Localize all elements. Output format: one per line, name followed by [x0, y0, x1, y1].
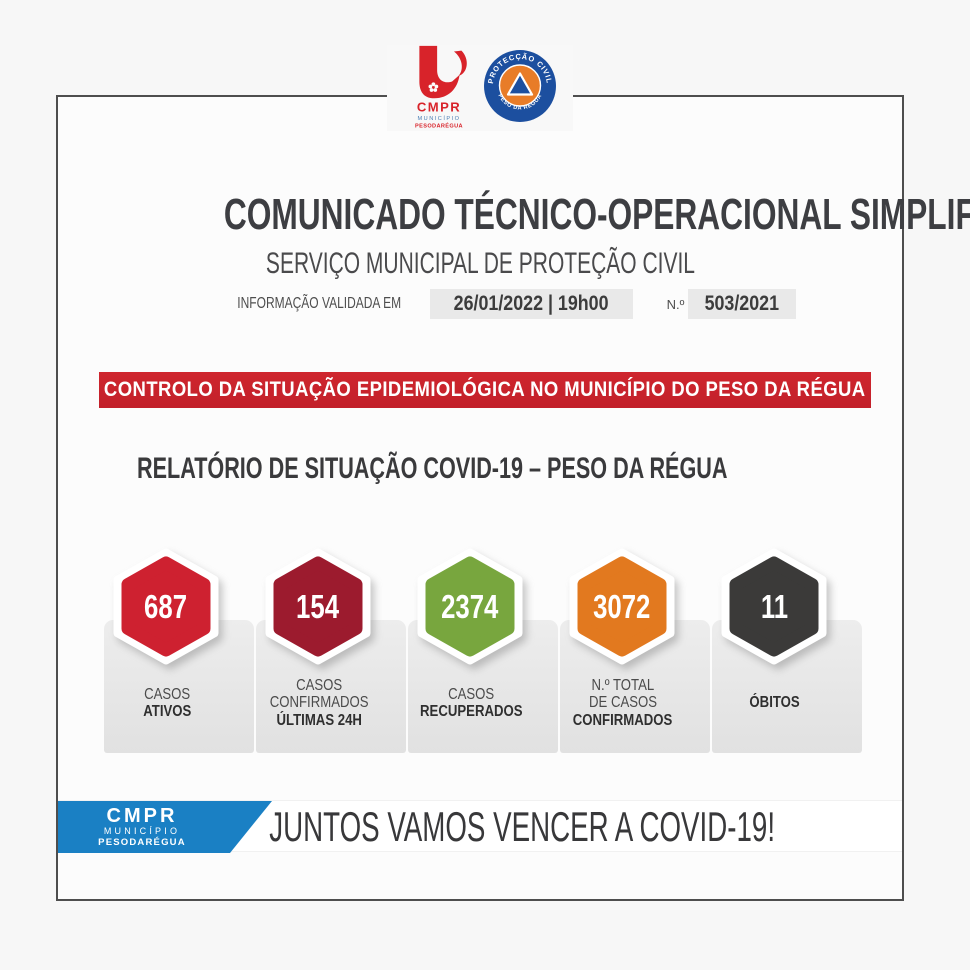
hexagon-badge: 154: [253, 545, 383, 669]
footer-slogan: JUNTOS VAMOS VENCER A COVID-19!: [269, 803, 775, 850]
report-card: CMPR MUNICÍPIO PESODARÉGUA PROTECÇÃO CIV…: [56, 45, 970, 901]
protecao-civil-badge-icon: PROTECÇÃO CIVIL PESO DA RÉGUA: [484, 50, 556, 122]
hexagon-badge: 11: [709, 545, 839, 669]
hexagon-badge: 687: [101, 545, 231, 669]
report-number-label: N.º: [666, 296, 685, 312]
validated-label: INFORMAÇÃO VALIDADA EM: [237, 295, 402, 312]
footer-ribbon: CMPR MUNICÍPIO PESODARÉGUA: [58, 801, 272, 853]
stat-card-recuperados: 2374 CASOS RECUPERADOS: [408, 548, 558, 753]
cmpr-municipality-logo-icon: CMPR MUNICÍPIO PESODARÉGUA: [415, 45, 467, 129]
stat-label: CASOS CONFIRMADOS ÚLTIMAS 24H: [269, 676, 369, 729]
triangle-icon: [506, 72, 534, 96]
stat-card-confirmados-24h: 154 CASOS CONFIRMADOS ÚLTIMAS 24H: [256, 548, 406, 753]
stat-card-casos-ativos: 687 CASOS ATIVOS: [104, 548, 254, 753]
footer-pesodaregua-label: PESODARÉGUA: [98, 837, 186, 848]
stat-value: 154: [296, 588, 340, 625]
flower-mark-icon: [428, 82, 439, 92]
stat-value: 3072: [593, 588, 651, 625]
hexagon-badge: 2374: [405, 545, 535, 669]
footer-banner: CMPR MUNICÍPIO PESODARÉGUA JUNTOS VAMOS …: [58, 800, 902, 852]
stat-value: 687: [144, 588, 188, 625]
footer-cmpr-logo: CMPR: [106, 805, 178, 827]
stats-row: 687 CASOS ATIVOS 154: [104, 548, 862, 753]
stat-label: CASOS ATIVOS: [142, 685, 192, 721]
svg-text:PESODARÉGUA: PESODARÉGUA: [415, 121, 463, 129]
stat-value: 2374: [441, 588, 499, 625]
header-logos: CMPR MUNICÍPIO PESODARÉGUA PROTECÇÃO CIV…: [387, 45, 573, 131]
hexagon-badge: 3072: [557, 545, 687, 669]
svg-text:MUNICÍPIO: MUNICÍPIO: [418, 115, 461, 122]
report-number-value: 503/2021: [688, 289, 796, 319]
svg-text:CMPR: CMPR: [417, 99, 461, 114]
section-title: RELATÓRIO DE SITUAÇÃO COVID-19 – PESO DA…: [137, 452, 728, 485]
epidemiological-control-banner: CONTROLO DA SITUAÇÃO EPIDEMIOLÓGICA NO M…: [99, 372, 871, 408]
stat-label: N.º TOTAL DE CASOS CONFIRMADOS: [573, 676, 673, 729]
stat-label: ÓBITOS: [749, 694, 801, 712]
page-title: COMUNICADO TÉCNICO-OPERACIONAL SIMPLIFIC…: [223, 190, 970, 239]
validation-info-row: INFORMAÇÃO VALIDADA EM 26/01/2022 | 19h0…: [58, 289, 902, 319]
stat-label: CASOS RECUPERADOS: [419, 685, 523, 721]
footer-municipio-label: MUNICÍPIO: [103, 826, 181, 836]
validated-datetime: 26/01/2022 | 19h00: [430, 289, 633, 319]
stat-card-obitos: 11 ÓBITOS: [712, 548, 862, 753]
stat-value: 11: [760, 588, 788, 625]
page-subtitle: SERVIÇO MUNICIPAL DE PROTEÇÃO CIVIL: [265, 247, 695, 280]
stat-card-total-confirmados: 3072 N.º TOTAL DE CASOS CONFIRMADOS: [560, 548, 710, 753]
